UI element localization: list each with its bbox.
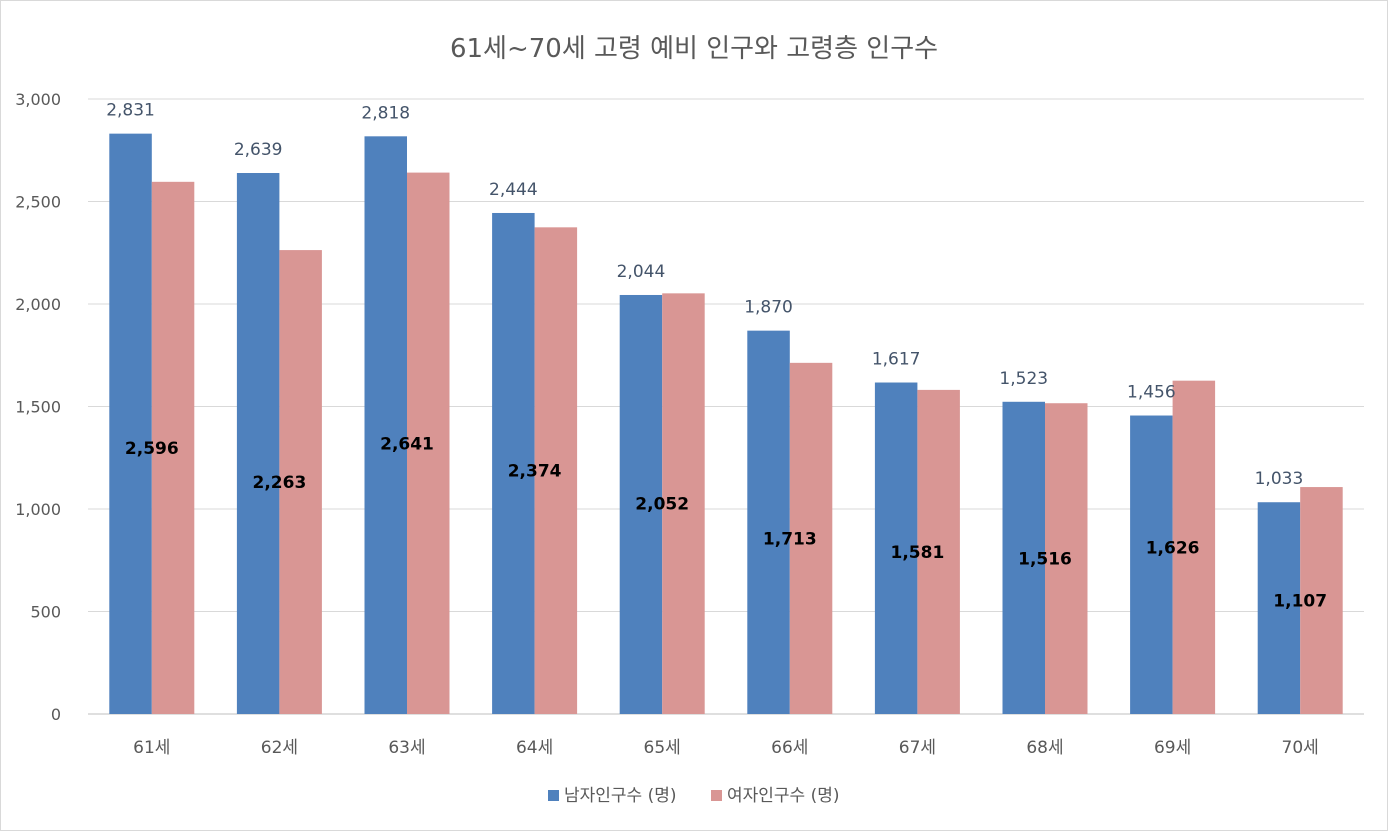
data-label-female: 2,052: [635, 495, 689, 515]
data-label-female: 1,626: [1146, 538, 1200, 558]
legend-swatch: [711, 790, 722, 801]
bars: [109, 133, 1343, 715]
bar-female: [662, 293, 705, 714]
bar-male: [364, 136, 407, 714]
data-label-male: 1,456: [1127, 383, 1176, 403]
data-label-male: 1,033: [1255, 469, 1304, 489]
data-label-female: 2,641: [380, 434, 434, 454]
data-label-female: 2,596: [125, 439, 179, 459]
chart-title: 61세~70세 고령 예비 인구와 고령층 인구수: [449, 34, 939, 64]
x-tick-label: 62세: [261, 738, 298, 758]
data-label-female: 1,581: [891, 543, 945, 563]
legend-label: 남자인구수 (명): [564, 786, 677, 806]
bar-male: [236, 173, 280, 714]
x-tick-label: 61세: [133, 738, 170, 758]
data-labels: 2,831 2,596 2,639 2,263 2,818 2,641 2,444 2,374…: [106, 101, 1327, 612]
legend: 남자인구수 (명) 여자인구수 (명): [548, 786, 840, 806]
x-axis: 61세 62세 63세 64세 65세 66세 67세 68세 69세 70세: [133, 738, 1319, 758]
data-label-female: 1,107: [1273, 592, 1327, 612]
x-tick-label: 63세: [388, 738, 425, 758]
x-tick-label: 67세: [899, 738, 936, 758]
legend-label: 여자인구수 (명): [727, 786, 840, 806]
data-label-female: 2,374: [508, 462, 562, 482]
bar-female: [407, 172, 450, 715]
data-label-male: 1,617: [872, 350, 921, 370]
x-tick-label: 69세: [1154, 738, 1191, 758]
y-tick-label: 500: [30, 603, 61, 622]
bar-female: [1300, 487, 1343, 714]
bar-male: [492, 212, 535, 715]
bar-female: [279, 250, 322, 714]
x-tick-label: 65세: [644, 738, 681, 758]
y-tick-label: 2,000: [15, 295, 61, 314]
x-tick-label: 66세: [771, 738, 808, 758]
bar-female: [1045, 403, 1088, 714]
data-label-female: 1,516: [1018, 550, 1072, 570]
data-label-male: 2,444: [489, 180, 538, 200]
x-tick-label: 64세: [516, 738, 553, 758]
data-label-male: 1,870: [744, 298, 793, 318]
bar-female: [151, 181, 195, 714]
y-tick-label: 1,500: [15, 398, 61, 417]
bar-female: [789, 362, 833, 714]
data-label-female: 1,713: [763, 529, 817, 549]
bar-female: [917, 389, 960, 714]
data-label-male: 2,818: [361, 103, 410, 123]
data-label-male: 2,639: [234, 140, 283, 160]
bar-male: [1002, 401, 1045, 714]
data-label-female: 2,263: [253, 473, 307, 493]
y-tick-label: 1,000: [15, 500, 61, 519]
bar-male: [1257, 502, 1301, 714]
y-tick-label: 3,000: [15, 90, 61, 109]
bar-male: [109, 133, 152, 714]
y-axis: 0 500 1,000 1,500 2,000 2,500 3,000: [15, 90, 61, 724]
bar-male: [619, 294, 663, 714]
legend-swatch: [548, 790, 559, 801]
data-label-male: 2,831: [106, 101, 155, 121]
bar-female: [1172, 380, 1216, 714]
bar-male: [747, 330, 790, 714]
data-label-male: 2,044: [617, 262, 666, 282]
x-tick-label: 70세: [1282, 738, 1319, 758]
bar-male: [874, 382, 918, 714]
y-tick-label: 2,500: [15, 193, 61, 212]
y-tick-label: 0: [51, 705, 61, 724]
data-label-male: 1,523: [999, 369, 1048, 389]
bar-male: [1130, 415, 1173, 714]
bar-female: [534, 227, 578, 714]
x-tick-label: 68세: [1026, 738, 1063, 758]
